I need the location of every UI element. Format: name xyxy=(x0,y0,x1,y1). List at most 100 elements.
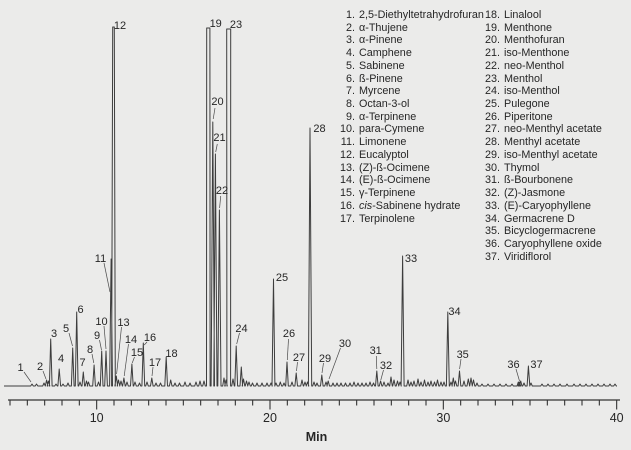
legend-item-number: 35. xyxy=(484,225,500,238)
legend-item-name: Bicyclogermacrene xyxy=(504,225,596,238)
legend-item-name: ß-Pinene xyxy=(359,72,403,85)
legend-item-12: 12. Eucalyptol xyxy=(330,149,475,162)
peak-label-36: 36 xyxy=(507,359,519,371)
legend-item-name: (E)-ß-Ocimene xyxy=(359,174,431,187)
peak-label-8: 8 xyxy=(87,344,93,356)
legend-item-number: 10. xyxy=(339,123,355,136)
legend-item-name: (Z)-ß-Ocimene xyxy=(359,161,430,174)
peak-label-6: 6 xyxy=(77,304,83,316)
peak-label-31: 31 xyxy=(370,345,382,357)
peak-label-25: 25 xyxy=(276,272,288,284)
legend-item-26: 26. Piperitone xyxy=(470,111,631,124)
legend-item-35: 35. Bicyclogermacrene xyxy=(470,225,631,238)
legend-item-4: 4. Camphene xyxy=(330,47,475,60)
legend-item-number: 34. xyxy=(484,212,500,225)
legend-item-name: Terpinolene xyxy=(359,212,415,225)
x-axis-tick-label-40: 40 xyxy=(610,411,624,425)
legend-item-name: Piperitone xyxy=(504,110,553,123)
peak-label-16: 16 xyxy=(144,332,156,344)
legend-item-number: 19. xyxy=(484,21,500,34)
legend-item-number: 9. xyxy=(345,110,355,123)
chromatogram-trace xyxy=(4,26,617,387)
legend-item-8: 8. Octan-3-ol xyxy=(330,98,475,111)
legend-item-name: (Z)-Jasmone xyxy=(504,187,566,200)
peak-label-28: 28 xyxy=(313,123,325,135)
legend-item-name: iso-Menthyl acetate xyxy=(504,148,598,161)
peak-leader-13 xyxy=(116,326,122,375)
legend-item-number: 37. xyxy=(484,250,500,263)
legend-item-name: Sabinene xyxy=(359,59,405,72)
legend-item-18: 18. Linalool xyxy=(470,9,631,22)
legend-item-number: 7. xyxy=(345,85,355,98)
peak-leader-11 xyxy=(103,262,111,293)
legend-item-name: Limonene xyxy=(359,136,407,149)
legend-item-name: 2,5-Diethyltetrahydrofuran xyxy=(359,9,484,21)
trace-path xyxy=(4,26,617,387)
peak-leader-32 xyxy=(380,369,384,381)
peak-leader-22 xyxy=(219,195,222,209)
peak-leader-35 xyxy=(459,358,462,370)
legend-item-name: Menthofuran xyxy=(504,34,565,47)
legend-item-number: 16. xyxy=(339,199,355,212)
legend-item-name: para-Cymene xyxy=(359,123,425,136)
legend-item-number: 15. xyxy=(339,187,355,200)
legend-item-name: Eucalyptol xyxy=(359,148,409,161)
legend-item-6: 6. ß-Pinene xyxy=(330,73,475,86)
legend-item-name: neo-Menthol xyxy=(504,59,565,72)
legend-item-21: 21. iso-Menthone xyxy=(470,47,631,60)
peak-leader-29 xyxy=(321,362,324,374)
legend-item-number: 20. xyxy=(484,34,500,47)
legend-item-number: 12. xyxy=(339,148,355,161)
peak-leader-8 xyxy=(91,353,95,364)
legend-item-name: iso-Menthone xyxy=(504,47,570,60)
peak-leader-36 xyxy=(515,368,520,382)
legend-item-number: 21. xyxy=(484,47,500,60)
legend-item-number: 24. xyxy=(484,85,500,98)
legend-item-name: (E)-Caryophyllene xyxy=(504,199,592,212)
peak-leader-17 xyxy=(151,366,154,377)
legend-item-9: 9. α-Terpinene xyxy=(330,111,475,124)
legend-column-2: 18. Linalool 19. Menthone 20. Menthofuran 21. i… xyxy=(470,9,631,263)
peak-label-12: 12 xyxy=(114,20,126,32)
legend-item-number: 25. xyxy=(484,98,500,111)
legend-item-29: 29. iso-Menthyl acetate xyxy=(470,149,631,162)
peak-label-14: 14 xyxy=(125,334,137,346)
peak-leader-31 xyxy=(375,355,378,370)
peak-label-13: 13 xyxy=(117,317,129,329)
legend-item-number: 22. xyxy=(484,59,500,72)
legend-item-number: 36. xyxy=(484,237,500,250)
legend-item-name: Octan-3-ol xyxy=(359,98,410,111)
legend-item-name: Menthone xyxy=(504,21,553,34)
legend-item-24: 24. iso-Menthol xyxy=(470,85,631,98)
peak-label-26: 26 xyxy=(283,328,295,340)
legend-item-16: 16. cis-Sabinene hydrate xyxy=(330,200,475,213)
legend-item-1: 1. 2,5-Diethyltetrahydrofuran xyxy=(330,9,484,22)
legend-item-name: Myrcene xyxy=(359,85,401,98)
legend-item-name: α-Pinene xyxy=(359,34,403,47)
legend-item-name: ß-Bourbonene xyxy=(504,174,574,187)
peak-label-22: 22 xyxy=(216,185,228,197)
legend-item-name: α-Thujene xyxy=(359,21,408,34)
legend-item-name: neo-Menthyl acetate xyxy=(504,123,602,136)
peak-leader-15 xyxy=(131,356,135,364)
legend-item-3: 3. α-Pinene xyxy=(330,34,475,47)
legend-item-number: 13. xyxy=(339,161,355,174)
legend-item-19: 19. Menthone xyxy=(470,22,631,35)
peak-number-labels: 1 234567891011121314151617181920212223242… xyxy=(17,18,542,374)
legend-item-31: 31. ß-Bourbonene xyxy=(470,174,631,187)
legend-item-number: 8. xyxy=(345,98,355,111)
legend-item-13: 13. (Z)-ß-Ocimene xyxy=(330,162,475,175)
legend-item-28: 28. Menthyl acetate xyxy=(470,136,631,149)
x-axis-tick-label-20: 20 xyxy=(263,411,277,425)
peak-label-1: 1 xyxy=(17,362,23,374)
legend-item-27: 27. neo-Menthyl acetate xyxy=(470,123,631,136)
peak-label-4: 4 xyxy=(58,353,64,365)
peak-leader-lines xyxy=(23,107,520,383)
legend-item-number: 33. xyxy=(484,199,500,212)
legend-item-33: 33. (E)-Caryophyllene xyxy=(470,200,631,213)
peak-leader-10 xyxy=(103,325,107,350)
legend-item-37: 37. Viridiflorol xyxy=(470,251,631,264)
peak-label-11: 11 xyxy=(95,253,106,265)
legend-item-name: Menthol xyxy=(504,72,543,85)
